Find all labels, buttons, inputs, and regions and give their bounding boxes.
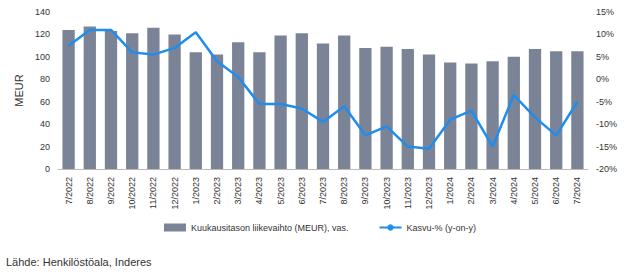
svg-text:0%: 0% xyxy=(596,74,609,84)
svg-text:7/2022: 7/2022 xyxy=(64,177,74,205)
svg-text:3/2023: 3/2023 xyxy=(233,177,243,205)
svg-text:20: 20 xyxy=(40,142,50,152)
svg-text:-15%: -15% xyxy=(596,142,617,152)
svg-text:2/2024: 2/2024 xyxy=(466,177,476,205)
svg-text:8/2023: 8/2023 xyxy=(339,177,349,205)
svg-text:9/2022: 9/2022 xyxy=(106,177,116,205)
svg-text:7/2023: 7/2023 xyxy=(318,177,328,205)
svg-text:-20%: -20% xyxy=(596,164,617,174)
svg-text:4/2023: 4/2023 xyxy=(254,177,264,205)
svg-text:10/2022: 10/2022 xyxy=(127,177,137,210)
svg-text:5/2023: 5/2023 xyxy=(276,177,286,205)
svg-text:10/2023: 10/2023 xyxy=(382,177,392,210)
svg-text:MEUR: MEUR xyxy=(13,74,25,106)
svg-text:3/2024: 3/2024 xyxy=(488,177,498,205)
svg-text:1/2023: 1/2023 xyxy=(191,177,201,205)
svg-text:Kasvu-% (y-on-y): Kasvu-% (y-on-y) xyxy=(407,223,477,233)
svg-text:11/2023: 11/2023 xyxy=(403,177,413,209)
svg-text:Lähde: Henkilöstöala, Inderes: Lähde: Henkilöstöala, Inderes xyxy=(6,256,152,268)
svg-text:1/2024: 1/2024 xyxy=(445,177,455,205)
svg-text:8/2022: 8/2022 xyxy=(85,177,95,205)
svg-text:6/2024: 6/2024 xyxy=(551,177,561,205)
svg-text:60: 60 xyxy=(40,97,50,107)
svg-text:4/2024: 4/2024 xyxy=(509,177,519,205)
svg-text:9/2023: 9/2023 xyxy=(360,177,370,205)
svg-text:-10%: -10% xyxy=(596,119,617,129)
svg-text:10%: 10% xyxy=(596,29,614,39)
svg-text:80: 80 xyxy=(40,74,50,84)
svg-text:7/2024: 7/2024 xyxy=(572,177,582,205)
svg-text:6/2023: 6/2023 xyxy=(297,177,307,205)
svg-text:12/2022: 12/2022 xyxy=(170,177,180,210)
svg-text:120: 120 xyxy=(35,29,50,39)
svg-text:40: 40 xyxy=(40,119,50,129)
svg-text:2/2023: 2/2023 xyxy=(212,177,222,205)
svg-text:100: 100 xyxy=(35,52,50,62)
svg-text:5/2024: 5/2024 xyxy=(530,177,540,205)
svg-text:140: 140 xyxy=(35,7,50,17)
svg-text:5%: 5% xyxy=(596,52,609,62)
svg-text:-5%: -5% xyxy=(596,97,612,107)
svg-text:11/2022: 11/2022 xyxy=(148,177,158,209)
svg-text:Kuukausitason liikevaihto (MEU: Kuukausitason liikevaihto (MEUR), vas. xyxy=(191,223,349,233)
svg-text:12/2023: 12/2023 xyxy=(424,177,434,210)
svg-text:0: 0 xyxy=(45,164,50,174)
svg-text:15%: 15% xyxy=(596,7,614,17)
